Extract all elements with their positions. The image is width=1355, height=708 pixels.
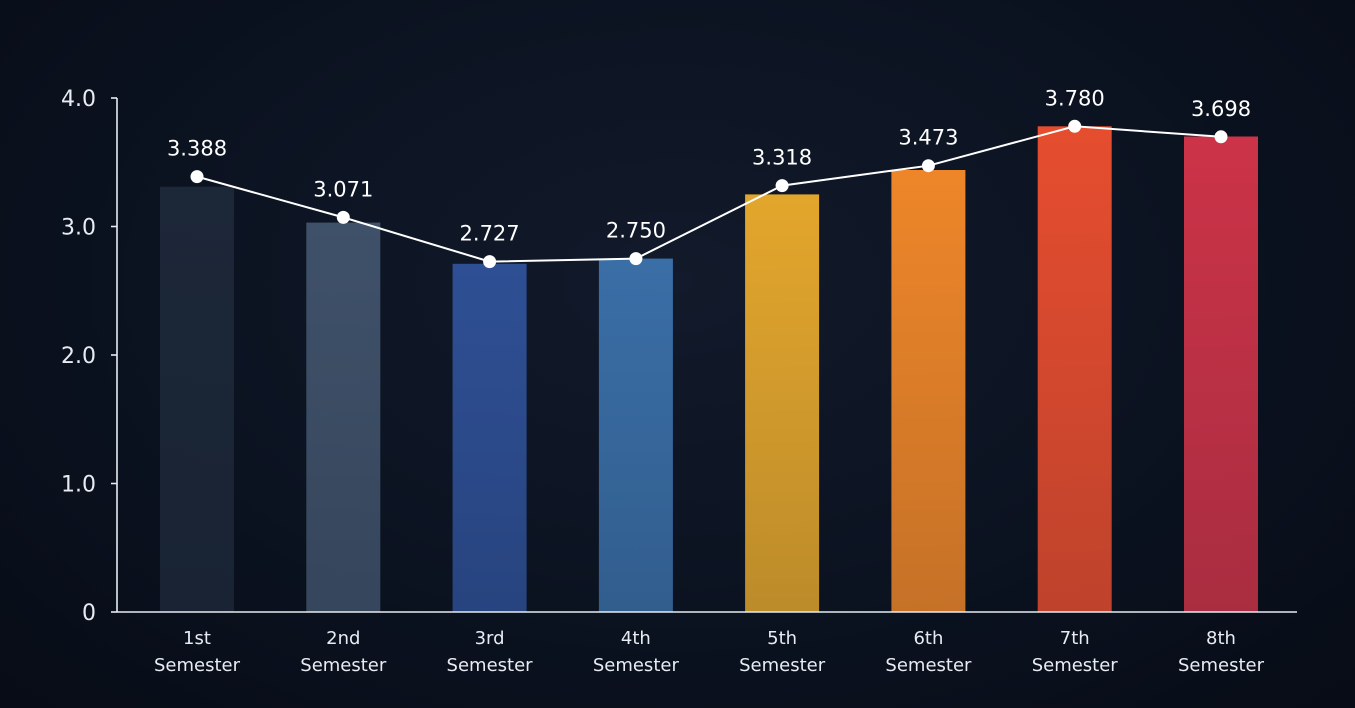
bar-group	[160, 126, 1258, 613]
trend-line	[196, 125, 1222, 263]
bar-3	[452, 263, 527, 612]
y-tick-label: 3.0	[61, 216, 96, 241]
trend-line-group	[190, 119, 1228, 269]
x-category-label: 5th Semester	[739, 628, 826, 676]
data-label-2: 3.071	[313, 177, 373, 201]
bar-4	[598, 258, 673, 612]
bar-5	[745, 194, 820, 612]
bar-8	[1184, 136, 1258, 612]
x-category-label: 1st Semester	[154, 628, 241, 676]
data-label-6: 3.473	[898, 126, 958, 150]
trend-point-2	[336, 210, 350, 224]
data-label-7: 3.780	[1045, 86, 1105, 110]
x-category-label: 8th Semester	[1178, 628, 1265, 676]
y-tick-label: 1.0	[61, 473, 96, 498]
x-category-label: 4th Semester	[593, 628, 680, 676]
data-label-group: 3.388 3.071 2.727 2.750 3.318 3.473 3.780 3.698	[167, 86, 1251, 245]
bar-2	[306, 222, 381, 612]
data-label-3: 2.727	[460, 222, 520, 246]
y-tick-label: 4.0	[61, 87, 96, 112]
bar-1	[160, 186, 234, 612]
data-label-4: 2.750	[606, 219, 666, 243]
trend-point-6	[921, 159, 935, 173]
bar-6	[891, 170, 966, 612]
trend-point-4	[629, 252, 643, 266]
x-category-label: 2nd Semester	[300, 628, 387, 676]
data-label-1: 3.388	[167, 137, 227, 161]
x-category-label: 3rd Semester	[447, 628, 534, 676]
trend-point-5	[775, 179, 789, 193]
y-tick-group: 0 1.0 2.0 3.0 4.0	[61, 87, 117, 626]
data-label-8: 3.698	[1191, 97, 1251, 121]
trend-point-8	[1214, 130, 1228, 144]
trend-point-7	[1068, 119, 1082, 133]
data-label-5: 3.318	[752, 146, 812, 170]
x-category-label: 6th Semester	[885, 628, 972, 676]
y-tick-label: 2.0	[61, 344, 96, 369]
axes	[116, 98, 1297, 613]
trend-point-1	[190, 170, 204, 184]
trend-point-3	[483, 255, 497, 269]
x-label-group: 1st Semester 2nd Semester 3rd Semester 4th Seme…	[154, 628, 1265, 676]
x-category-label: 7th Semester	[1032, 628, 1119, 676]
bar-7	[1037, 126, 1112, 613]
y-tick-label: 0	[82, 601, 96, 626]
